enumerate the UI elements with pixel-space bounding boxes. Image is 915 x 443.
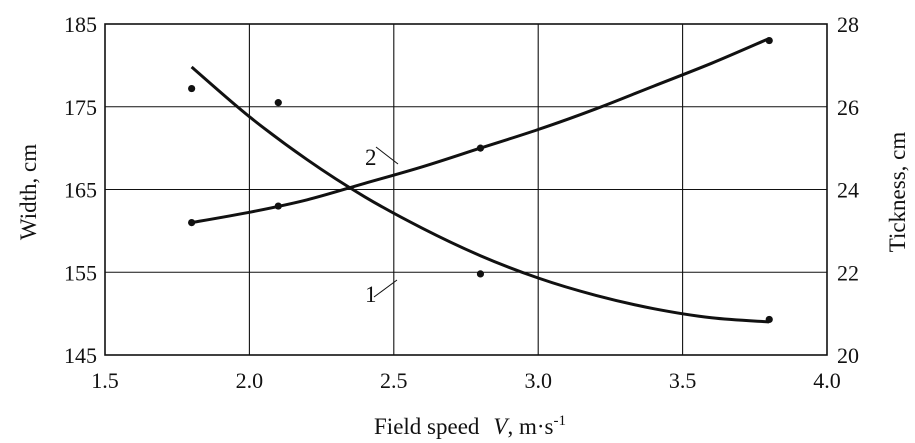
plot-frame [104,23,828,356]
curve-label-1-leader [373,279,398,298]
y-right-tick-label: 22 [837,260,859,285]
x-tick-label: 1.5 [91,368,119,393]
series-2-point [274,202,282,210]
x-tick-label: 4.0 [813,368,841,393]
curves [188,36,773,324]
y-left-tick-label: 175 [64,95,97,120]
y-axis-left-title: Width, cm [16,144,41,240]
y-left-tick-label: 185 [64,12,97,37]
y-right-tick-label: 28 [837,12,859,37]
x-axis-title-var: V [493,414,510,439]
x-axis-title: Field speed V, m·s-1 [374,413,566,439]
x-tick-label: 2.0 [236,368,264,393]
series-1-point [188,84,196,93]
tick-labels: 1.5 2.0 2.5 3.0 3.5 4.0 145 155 165 175 185 20 22 24 2… [64,12,859,393]
series-1-point [476,270,485,278]
curve-label-1: 1 [365,282,377,307]
y-right-tick-label: 20 [837,343,859,368]
series-1-point [765,315,773,324]
y-axis-right-title: Tickness, cm [885,132,910,253]
series-2-point [188,219,196,227]
curve-label-2-leader [375,146,399,165]
x-tick-label: 3.0 [524,368,552,393]
x-axis-title-unit-exp: -1 [553,413,566,429]
y-left-tick-label: 165 [64,178,97,203]
y-left-tick-label: 145 [64,343,97,368]
x-axis-title-unit: , m·s [507,414,553,439]
x-tick-label: 3.5 [669,368,697,393]
series-2-point [476,144,485,152]
curve-label-2: 2 [365,145,377,170]
series-1-fit-line [190,65,770,324]
x-tick-label: 2.5 [380,368,408,393]
y-right-tick-label: 24 [837,178,859,203]
y-right-tick-label: 26 [837,95,859,120]
grid [105,24,827,355]
series-2-point [765,36,773,45]
y-left-tick-label: 155 [64,260,97,285]
series-1-point [274,99,282,107]
x-axis-title-main: Field speed [374,414,480,439]
